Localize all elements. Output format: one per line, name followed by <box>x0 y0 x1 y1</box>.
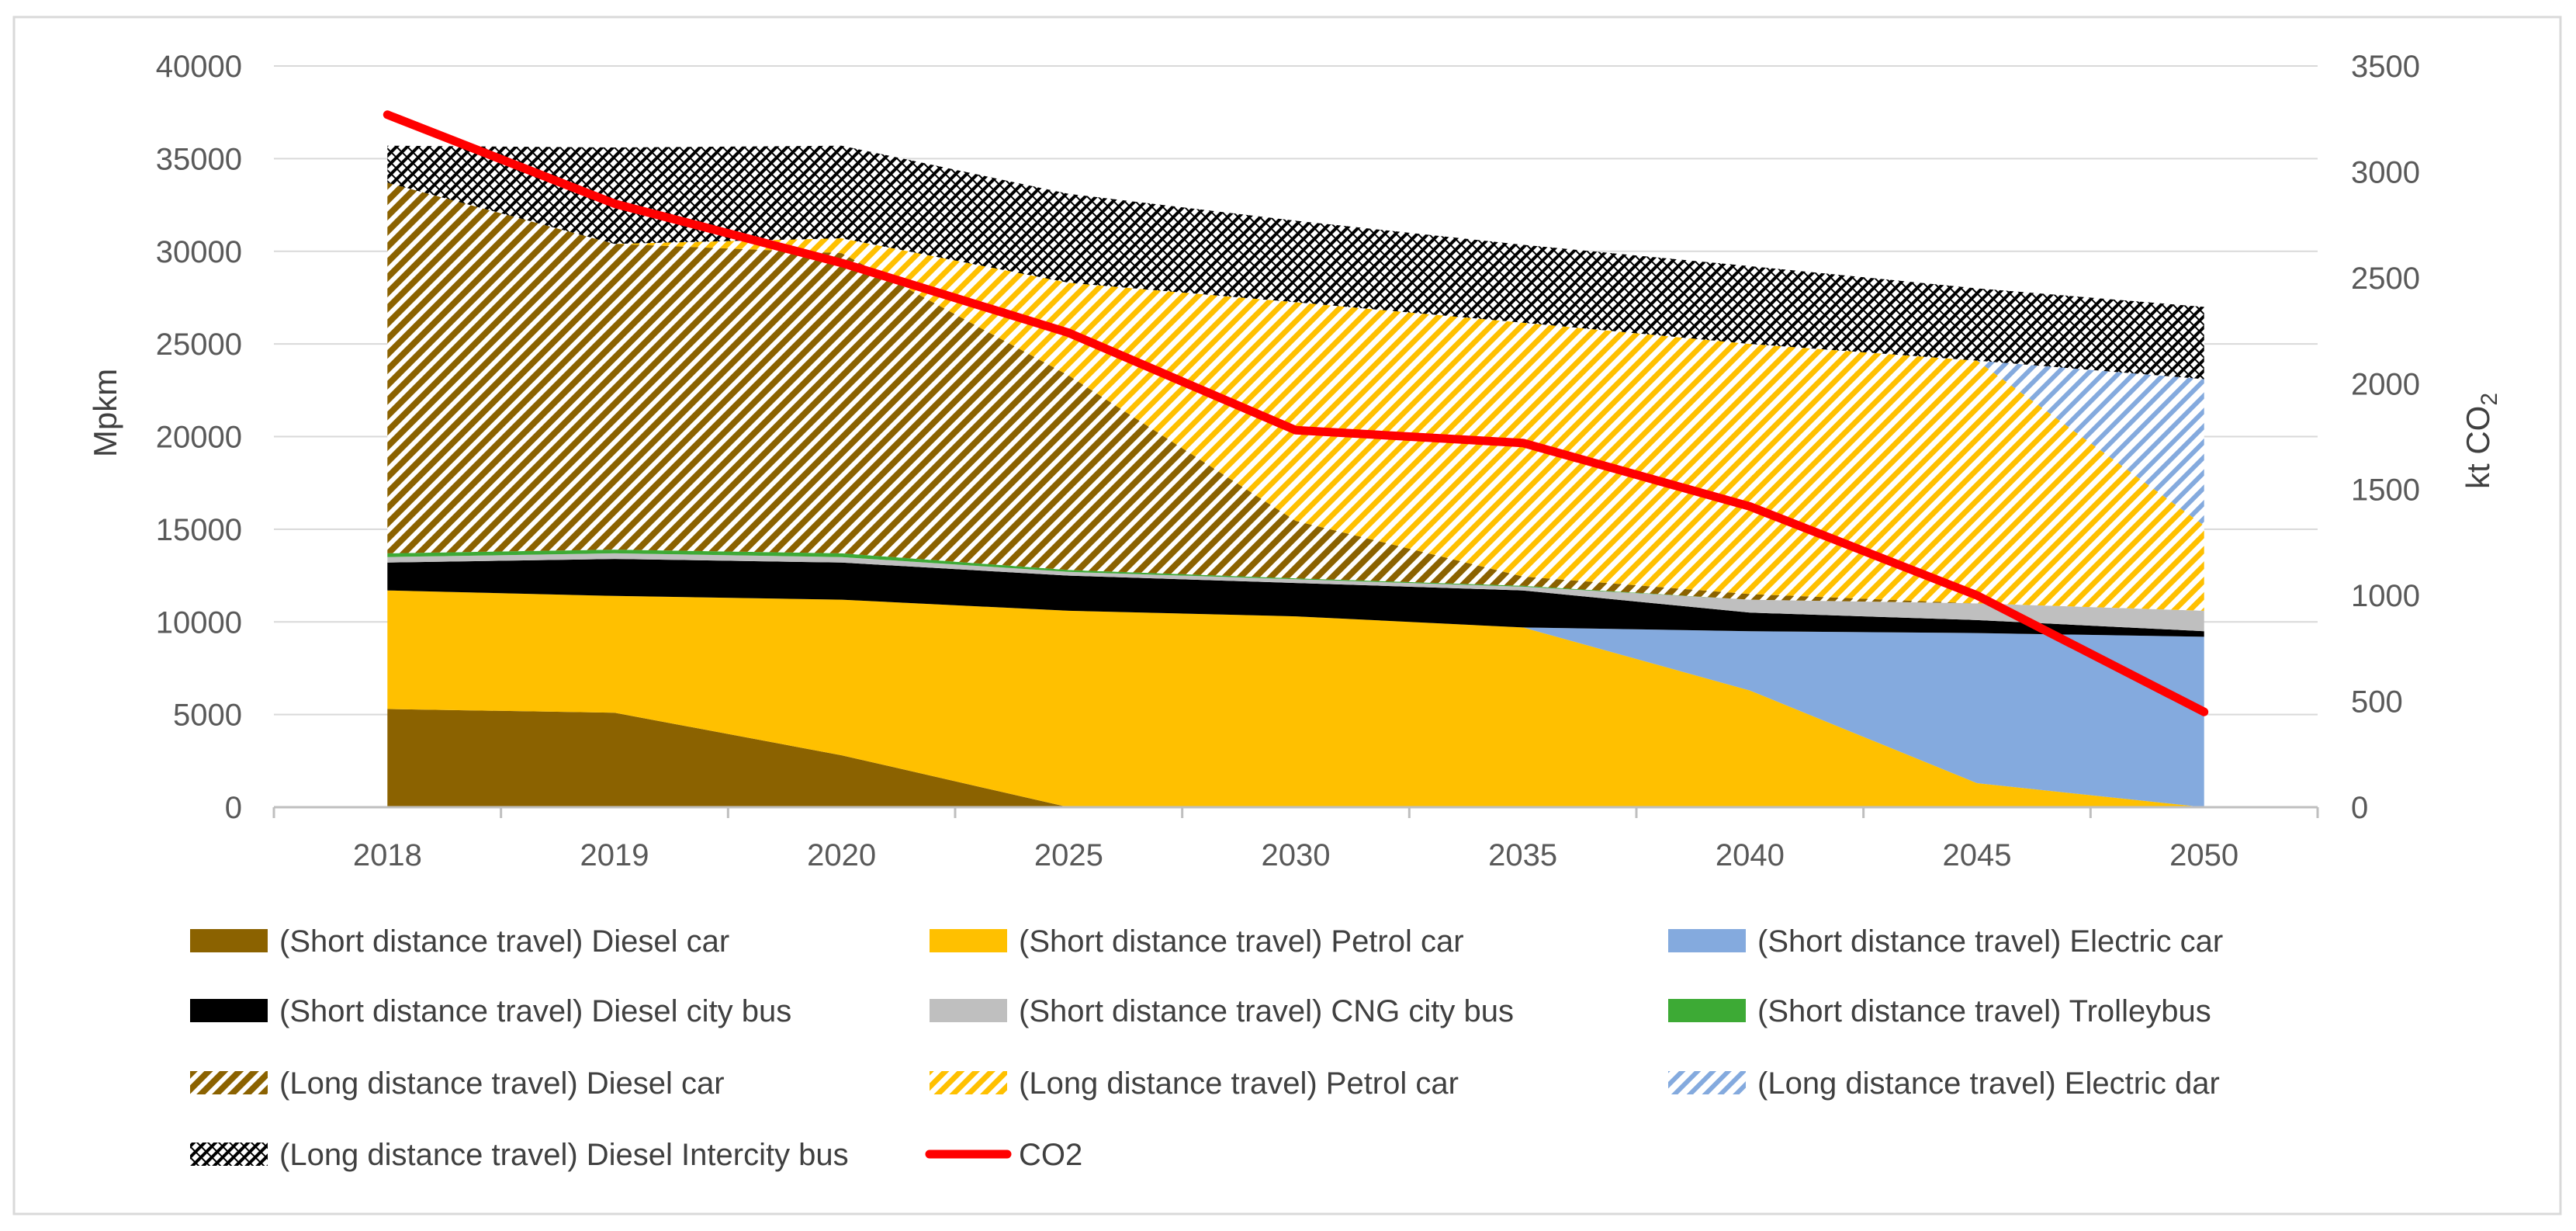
legend-swatch-sec <box>1668 929 1746 952</box>
x-tick-label: 2020 <box>807 838 876 872</box>
y-tick-label: 25000 <box>156 328 242 362</box>
x-tick-label: 2030 <box>1262 838 1331 872</box>
x-tick-label: 2019 <box>580 838 649 872</box>
co2-line-layer <box>383 110 2209 716</box>
x-tick-label: 2050 <box>2169 838 2238 872</box>
axes <box>272 806 2319 818</box>
y2-tick-label: 3500 <box>2351 50 2420 84</box>
legend-swatch-str <box>1668 999 1746 1022</box>
y-tick-label: 10000 <box>156 605 242 640</box>
legend-label-scng: (Short distance travel) CNG city bus <box>1019 994 1514 1028</box>
co2-point <box>1976 595 1978 597</box>
x-tick-label: 2040 <box>1716 838 1785 872</box>
co2-point <box>2203 711 2205 713</box>
legend: (Short distance travel) Diesel car (Short… <box>190 924 2223 1172</box>
area-sdb <box>387 559 2204 637</box>
y-tick-label: 15000 <box>156 513 242 547</box>
y2-tick-label: 0 <box>2351 791 2368 825</box>
x-tick-label: 2025 <box>1034 838 1103 872</box>
legend-label-lpc: (Long distance travel) Petrol car <box>1019 1066 1459 1101</box>
y-tick-label: 0 <box>225 791 242 825</box>
area-sec <box>387 590 2204 807</box>
legend-label-ldc: (Long distance travel) Diesel car <box>279 1066 725 1101</box>
x-tick-label: 2018 <box>353 838 422 872</box>
y2-tick-label: 3000 <box>2351 155 2420 189</box>
area-lbus <box>387 145 2204 380</box>
co2-point <box>840 262 843 264</box>
y-tick-label: 5000 <box>173 699 242 733</box>
y2-tick-label: 1000 <box>2351 579 2420 613</box>
legend-swatch-ldc <box>190 1071 268 1094</box>
legend-swatch-lec <box>1668 1071 1746 1094</box>
co2-point <box>1295 429 1297 432</box>
y-tick-label: 30000 <box>156 235 242 269</box>
legend-label-str: (Short distance travel) Trolleybus <box>1757 994 2211 1028</box>
y2-tick-label: 500 <box>2351 685 2403 720</box>
area-sdc <box>387 709 2204 807</box>
legend-swatch-scng <box>930 999 1007 1022</box>
y2-tick-label: 2500 <box>2351 262 2420 296</box>
x-tick-label: 2035 <box>1488 838 1557 872</box>
tick-labels: 0500010000150002000025000300003500040000… <box>156 50 2420 872</box>
y2-tick-label: 2000 <box>2351 367 2420 401</box>
legend-swatch-spc <box>930 929 1007 952</box>
legend-label-lec: (Long distance travel) Electric dar <box>1757 1066 2220 1101</box>
y-tick-label: 20000 <box>156 421 242 455</box>
y-tick-label: 40000 <box>156 50 242 84</box>
legend-label-sdc: (Short distance travel) Diesel car <box>279 924 729 959</box>
y2-axis-title-subscript: 2 <box>2477 393 2502 406</box>
y2-tick-label: 1500 <box>2351 473 2420 508</box>
area-scng <box>387 553 2204 632</box>
x-tick-label: 2045 <box>1943 838 2012 872</box>
co2-point <box>1749 505 1751 508</box>
legend-swatch-lbus <box>190 1143 268 1166</box>
co2-point <box>1522 442 1524 444</box>
area-ldc <box>387 182 2204 611</box>
legend-label-sdb: (Short distance travel) Diesel city bus <box>279 994 791 1028</box>
legend-swatch-sdc <box>190 929 268 952</box>
legend-swatch-lpc <box>930 1071 1007 1094</box>
legend-label-sec: (Short distance travel) Electric car <box>1757 924 2223 959</box>
area-spc <box>387 590 2204 807</box>
y-tick-label: 35000 <box>156 142 242 176</box>
y-axis-title: Mpkm <box>87 369 123 457</box>
co2-point <box>614 203 615 205</box>
co2-point <box>1068 331 1070 334</box>
legend-label-lbus: (Long distance travel) Diesel Intercity … <box>279 1138 849 1172</box>
co2-point <box>386 113 389 116</box>
y2-axis-title-main: kt CO <box>2460 406 2496 489</box>
y2-axis-title: kt CO2 <box>2460 393 2502 489</box>
legend-swatch-sdb <box>190 999 268 1022</box>
legend-label-spc: (Short distance travel) Petrol car <box>1019 924 1464 959</box>
legend-label-co2: CO2 <box>1019 1138 1082 1172</box>
